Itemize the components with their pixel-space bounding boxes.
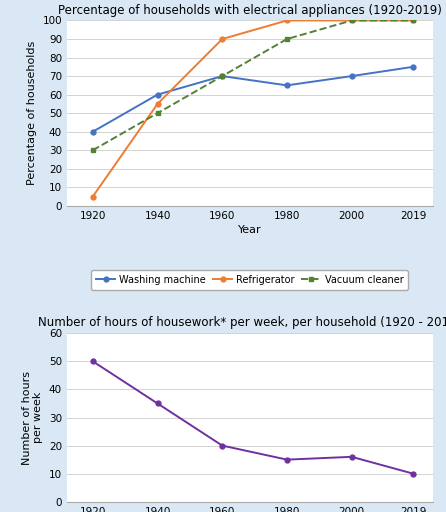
Hours per week [284,457,289,463]
Title: Number of hours of housework* per week, per household (1920 - 2019): Number of hours of housework* per week, … [38,316,446,329]
Washing machine [90,129,95,135]
X-axis label: Year: Year [238,225,261,235]
Line: Hours per week: Hours per week [91,359,416,476]
Vacuum cleaner [349,17,355,24]
Hours per week [410,471,416,477]
Hours per week [349,454,355,460]
Hours per week [155,400,160,407]
Hours per week [219,442,225,449]
Refrigerator [410,17,416,24]
Refrigerator [284,17,289,24]
Washing machine [284,82,289,89]
Vacuum cleaner [155,110,160,116]
Legend: Washing machine, Refrigerator, Vacuum cleaner: Washing machine, Refrigerator, Vacuum cl… [91,270,409,290]
Line: Washing machine: Washing machine [91,65,416,134]
Title: Percentage of households with electrical appliances (1920-2019): Percentage of households with electrical… [58,4,442,16]
Washing machine [155,92,160,98]
Vacuum cleaner [90,147,95,153]
Washing machine [349,73,355,79]
Vacuum cleaner [219,73,225,79]
Y-axis label: Percentage of households: Percentage of households [27,41,37,185]
Vacuum cleaner [284,36,289,42]
Line: Refrigerator: Refrigerator [91,18,416,199]
Vacuum cleaner [410,17,416,24]
Y-axis label: Number of hours
per week: Number of hours per week [22,371,43,464]
Washing machine [219,73,225,79]
Refrigerator [349,17,355,24]
Refrigerator [155,101,160,107]
Line: Vacuum cleaner: Vacuum cleaner [91,18,416,153]
Washing machine [410,64,416,70]
Hours per week [90,358,95,365]
Refrigerator [90,194,95,200]
Refrigerator [219,36,225,42]
